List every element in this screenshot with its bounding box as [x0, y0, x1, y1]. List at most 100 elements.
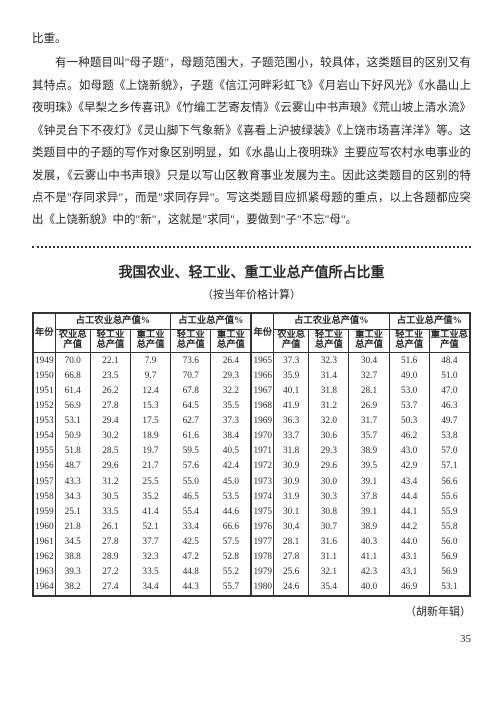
- table-cell: 47.2: [171, 549, 211, 564]
- table-cell: 18.9: [130, 429, 170, 444]
- section-divider: [32, 246, 471, 248]
- table-cell: 1960: [33, 519, 55, 534]
- table-cell: 37.3: [274, 353, 309, 369]
- table-cell: 55.9: [429, 504, 470, 519]
- col-group2-right: 占工业总产值%: [389, 313, 470, 330]
- table-cell: 42.5: [171, 534, 211, 549]
- table-cell: 44.2: [389, 519, 429, 534]
- table-cell: 52.1: [130, 519, 170, 534]
- table-cell: 49.7: [429, 414, 470, 429]
- table-cell: 25.5: [130, 474, 170, 489]
- page-number: 35: [32, 633, 471, 645]
- table-cell: 21.7: [130, 459, 170, 474]
- table-cell: 30.9: [274, 474, 309, 489]
- table-cell: 53.5: [211, 489, 252, 504]
- table-cell: 55.2: [211, 564, 252, 579]
- table-cell: 35.2: [130, 489, 170, 504]
- table-cell: 66.8: [55, 368, 90, 383]
- table-cell: 42.9: [389, 459, 429, 474]
- table-cell: 43.0: [389, 444, 429, 459]
- table-cell: 1977: [251, 534, 273, 549]
- table-cell: 33.5: [130, 564, 170, 579]
- table-cell: 40.3: [349, 534, 389, 549]
- table-cell: 41.1: [349, 549, 389, 564]
- table-cell: 28.5: [90, 444, 130, 459]
- table-cell: 30.1: [274, 504, 309, 519]
- table-cell: 1968: [251, 399, 273, 414]
- table-cell: 1952: [33, 399, 55, 414]
- table-cell: 30.4: [349, 353, 389, 369]
- table-cell: 31.1: [309, 549, 349, 564]
- table-cell: 42.3: [349, 564, 389, 579]
- table-cell: 30.6: [309, 429, 349, 444]
- table-cell: 21.8: [55, 519, 90, 534]
- table-cell: 31.8: [309, 384, 349, 399]
- table-cell: 32.0: [309, 414, 349, 429]
- sub-c1-r: 农业总产值: [274, 329, 309, 353]
- paragraph-main: 有一种题目叫"母子题"，母题范围大，子题范围小，较具体，这类题目的区别又有其特点…: [32, 52, 471, 231]
- table-cell: 44.6: [211, 504, 252, 519]
- table-cell: 36.3: [274, 414, 309, 429]
- table-cell: 47.0: [429, 384, 470, 399]
- table-cell: 32.2: [211, 384, 252, 399]
- table-cell: 31.2: [309, 399, 349, 414]
- table-cell: 39.5: [349, 459, 389, 474]
- table-cell: 1961: [33, 534, 55, 549]
- table-cell: 25.1: [55, 504, 90, 519]
- table-cell: 31.7: [349, 414, 389, 429]
- table-cell: 1958: [33, 489, 55, 504]
- table-cell: 37.8: [349, 489, 389, 504]
- table-cell: 55.0: [171, 474, 211, 489]
- table-cell: 51.8: [55, 444, 90, 459]
- table-cell: 56.0: [429, 534, 470, 549]
- table-cell: 28.9: [90, 549, 130, 564]
- table-cell: 30.2: [90, 429, 130, 444]
- col-year: 年份: [33, 313, 55, 353]
- table-cell: 35.7: [349, 429, 389, 444]
- table-cell: 66.6: [211, 519, 252, 534]
- table-cell: 52.8: [211, 549, 252, 564]
- sub-c4-r: 轻工业总产值: [389, 329, 429, 353]
- table-cell: 17.5: [130, 414, 170, 429]
- sub-c5-r: 重工业总产值: [429, 329, 470, 353]
- col-year-right: 年份: [251, 313, 273, 353]
- table-cell: 1956: [33, 459, 55, 474]
- table-cell: 1970: [251, 429, 273, 444]
- table-cell: 31.4: [309, 368, 349, 383]
- table-cell: 56.9: [429, 564, 470, 579]
- table-cell: 30.5: [90, 489, 130, 504]
- table-cell: 1980: [251, 580, 273, 596]
- table-cell: 25.6: [274, 564, 309, 579]
- table-cell: 55.4: [171, 504, 211, 519]
- table-cell: 45.0: [211, 474, 252, 489]
- table-cell: 35.5: [211, 399, 252, 414]
- table-cell: 27.8: [90, 534, 130, 549]
- table-cell: 55.6: [429, 489, 470, 504]
- table-cell: 7.9: [130, 353, 170, 369]
- table-cell: 31.9: [274, 489, 309, 504]
- table-cell: 48.7: [55, 459, 90, 474]
- table-cell: 1967: [251, 384, 273, 399]
- table-cell: 53.7: [389, 399, 429, 414]
- table-cell: 15.3: [130, 399, 170, 414]
- table-cell: 38.9: [349, 519, 389, 534]
- table-cell: 43.1: [389, 564, 429, 579]
- data-table: 年份 占工农业总产值% 占工业总产值% 年份 占工农业总产值% 占工业总产值% …: [32, 312, 471, 597]
- table-cell: 1955: [33, 444, 55, 459]
- table-cell: 51.6: [389, 353, 429, 369]
- table-cell: 44.3: [171, 580, 211, 596]
- table-cell: 31.6: [309, 534, 349, 549]
- table-cell: 31.2: [90, 474, 130, 489]
- table-cell: 35.4: [309, 580, 349, 596]
- table-cell: 33.4: [171, 519, 211, 534]
- table-cell: 57.5: [211, 534, 252, 549]
- table-cell: 44.1: [389, 504, 429, 519]
- table-cell: 24.6: [274, 580, 309, 596]
- sub-c1-l: 农业总产值: [55, 329, 90, 353]
- table-cell: 61.4: [55, 384, 90, 399]
- table-cell: 56.6: [429, 474, 470, 489]
- table-cell: 34.5: [55, 534, 90, 549]
- table-cell: 55.7: [211, 580, 252, 596]
- table-cell: 33.5: [90, 504, 130, 519]
- table-cell: 37.7: [130, 534, 170, 549]
